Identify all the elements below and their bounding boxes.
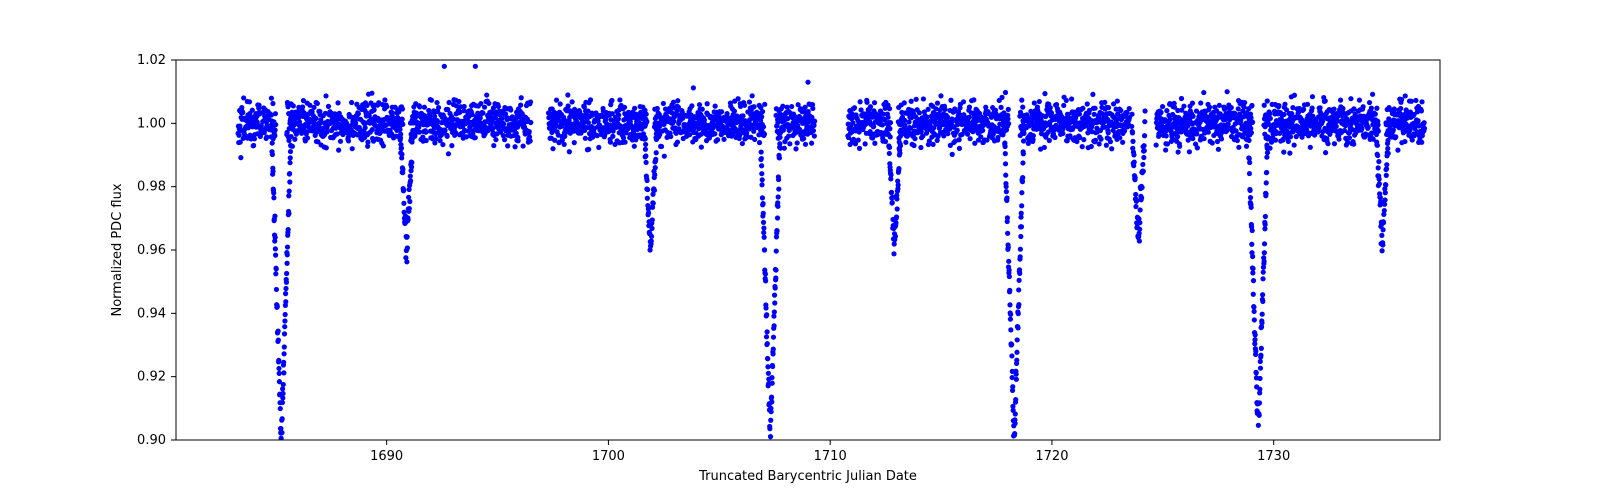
x-tick-label: 1730	[1257, 449, 1290, 464]
y-tick-label: 0.92	[137, 370, 166, 385]
x-tick-label: 1720	[1035, 449, 1068, 464]
x-axis-label: Truncated Barycentric Julian Date	[698, 469, 917, 484]
x-tick-label: 1700	[592, 449, 625, 464]
y-tick-label: 0.98	[137, 180, 166, 195]
y-tick-label: 0.96	[137, 243, 166, 258]
x-tick-label: 1710	[814, 449, 847, 464]
y-axis-label: Normalized PDC flux	[110, 183, 125, 316]
y-tick-label: 0.94	[137, 306, 166, 321]
y-tick-label: 0.90	[137, 433, 166, 448]
y-tick-label: 1.00	[137, 116, 166, 131]
y-tick-label: 1.02	[137, 53, 166, 68]
lightcurve-chart: 1690 1700 1710 1720 1730 0.90 0.92 0.94 0.96 0.98…	[0, 0, 1600, 500]
x-tick-label: 1690	[370, 449, 403, 464]
chart-svg: 1690 1700 1710 1720 1730 0.90 0.92 0.94 0.96 0.98…	[0, 0, 1600, 500]
